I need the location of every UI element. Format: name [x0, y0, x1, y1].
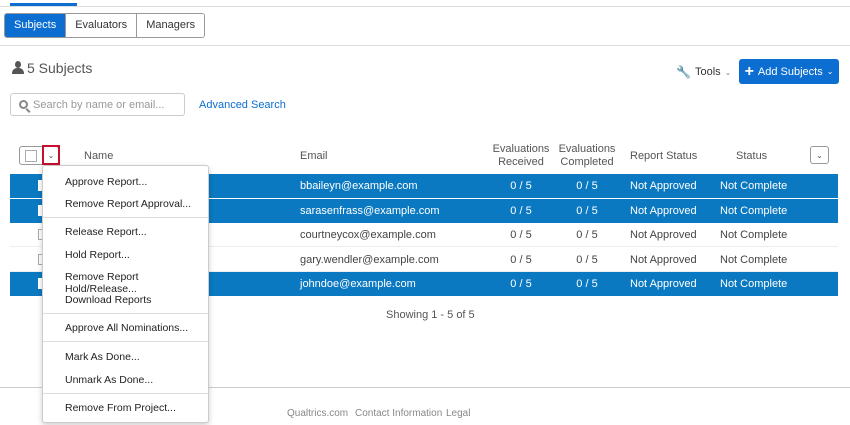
advanced-search-link[interactable]: Advanced Search	[199, 99, 286, 111]
chevron-down-icon: ⌄	[816, 150, 823, 160]
menu-divider	[43, 217, 208, 218]
menu-item-download-reports[interactable]: Download Reports	[65, 294, 152, 306]
menu-item-remove-from-project[interactable]: Remove From Project...	[65, 402, 176, 414]
menu-divider	[43, 341, 208, 342]
menu-divider	[43, 393, 208, 394]
search-icon	[19, 100, 28, 109]
row-status: Not Complete	[720, 205, 788, 217]
footer-link-legal[interactable]: Legal	[446, 408, 471, 419]
row-report-status: Not Approved	[630, 254, 697, 266]
top-divider	[0, 6, 850, 7]
menu-item-approve-report[interactable]: Approve Report...	[65, 176, 148, 188]
tools-label: Tools	[694, 66, 721, 78]
menu-item-approve-all-nominations[interactable]: Approve All Nominations...	[65, 322, 189, 334]
bulk-actions-menu: Approve Report... Remove Report Approval…	[42, 165, 209, 423]
col-report-status[interactable]: Report Status	[630, 150, 698, 162]
col-name[interactable]: Name	[84, 150, 114, 162]
menu-item-mark-as-done[interactable]: Mark As Done...	[65, 351, 140, 363]
row-email: bbaileyn@example.com	[300, 180, 418, 192]
wrench-icon: 🔧	[676, 65, 691, 79]
menu-divider	[43, 313, 208, 314]
chevron-down-icon: ⌄	[724, 67, 732, 77]
tab-evaluators[interactable]: Evaluators	[66, 14, 138, 37]
menu-item-release-report[interactable]: Release Report...	[65, 226, 147, 238]
row-report-status: Not Approved	[630, 278, 697, 290]
row-email: courtneycox@example.com	[300, 229, 436, 241]
menu-item-hold-report[interactable]: Hold Report...	[65, 249, 130, 261]
chevron-down-icon: ⌄	[47, 150, 55, 160]
tab-group: Subjects Evaluators Managers	[4, 13, 206, 38]
row-status: Not Complete	[720, 254, 788, 266]
chevron-down-icon: ⌄	[826, 67, 834, 76]
active-nav-indicator	[10, 3, 77, 6]
col-email[interactable]: Email	[300, 150, 328, 162]
table-row[interactable]: courtneycox@example.com 0 / 5 0 / 5 Not …	[10, 223, 838, 247]
tab-subjects[interactable]: Subjects	[5, 14, 67, 37]
menu-item-unmark-as-done[interactable]: Unmark As Done...	[65, 374, 154, 386]
row-status: Not Complete	[720, 229, 788, 241]
column-options-button[interactable]: ⌄	[810, 146, 829, 164]
row-report-status: Not Approved	[630, 229, 697, 241]
row-eval-received: 0 / 5	[510, 278, 532, 290]
pagination-info: Showing 1 - 5 of 5	[386, 309, 475, 321]
footer-divider	[0, 387, 850, 388]
row-email: sarasenfrass@example.com	[300, 205, 440, 217]
tab-managers[interactable]: Managers	[137, 14, 205, 37]
col-eval-received[interactable]: Evaluations Received	[492, 143, 550, 168]
row-eval-received: 0 / 5	[510, 254, 532, 266]
footer-link-contact[interactable]: Contact Information	[355, 408, 443, 419]
row-status: Not Complete	[720, 278, 788, 290]
add-subjects-button[interactable]: + Add Subjects ⌄	[739, 59, 839, 84]
row-report-status: Not Approved	[630, 205, 697, 217]
search-placeholder: Search by name or email...	[33, 98, 165, 111]
menu-item-remove-report-approval[interactable]: Remove Report Approval...	[65, 198, 192, 210]
row-eval-received: 0 / 5	[510, 229, 532, 241]
row-report-status: Not Approved	[630, 180, 697, 192]
row-eval-received: 0 / 5	[510, 180, 532, 192]
row-email: gary.wendler@example.com	[300, 254, 439, 266]
menu-item-remove-hold-release[interactable]: Remove Report Hold/Release...	[65, 271, 139, 295]
tools-button[interactable]: 🔧 Tools ⌄	[676, 65, 731, 79]
footer-link-qualtrics[interactable]: Qualtrics.com	[287, 408, 349, 419]
row-eval-completed: 0 / 5	[576, 180, 598, 192]
col-status[interactable]: Status	[736, 150, 768, 162]
row-eval-completed: 0 / 5	[576, 278, 598, 290]
add-subjects-label: Add Subjects	[757, 65, 823, 78]
subjects-heading: 5 Subjects	[12, 60, 92, 76]
row-eval-completed: 0 / 5	[576, 229, 598, 241]
plus-icon: +	[744, 62, 754, 80]
row-status: Not Complete	[720, 180, 788, 192]
person-icon	[12, 61, 24, 75]
subjects-count: 5 Subjects	[27, 60, 93, 76]
row-eval-received: 0 / 5	[510, 205, 532, 217]
divider	[0, 45, 850, 46]
col-eval-completed[interactable]: Evaluations Completed	[558, 143, 616, 168]
row-eval-completed: 0 / 5	[576, 205, 598, 217]
select-all-checkbox[interactable]	[25, 150, 37, 162]
search-input[interactable]: Search by name or email...	[10, 93, 185, 116]
row-eval-completed: 0 / 5	[576, 254, 598, 266]
bulk-actions-dropdown[interactable]: ⌄	[42, 145, 60, 165]
row-email: johndoe@example.com	[300, 278, 416, 290]
